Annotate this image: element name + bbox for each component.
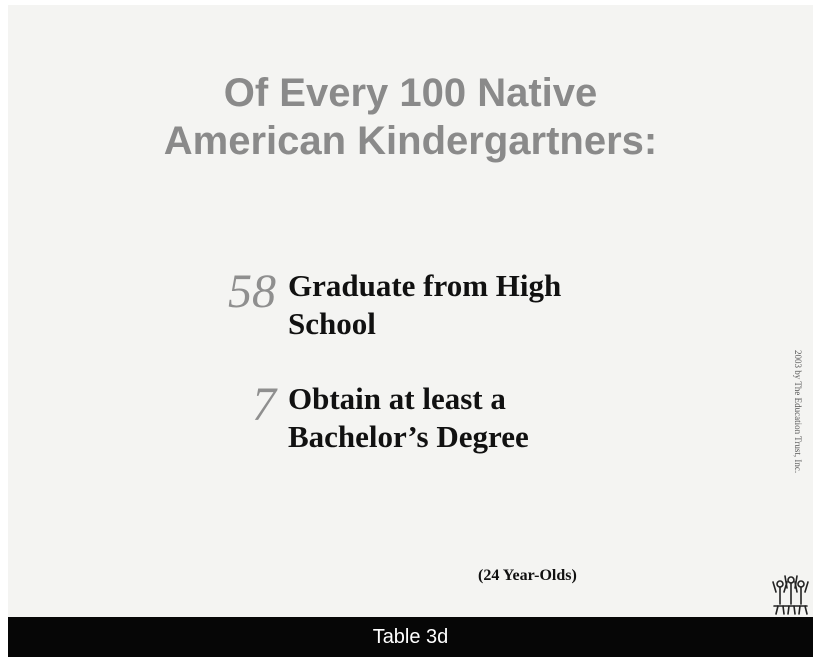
- footer-label: Table 3d: [372, 626, 449, 648]
- stat-label: Obtain at least a Bachelor’s Degree: [288, 380, 668, 456]
- slide-title: Of Every 100 Native American Kindergartn…: [8, 69, 813, 165]
- stat-number: 58: [228, 265, 276, 318]
- slide-title-line-2: American Kindergartners:: [163, 119, 658, 163]
- stat-label-line-2: Bachelor’s Degree: [288, 419, 529, 454]
- age-note: (24 Year-Olds): [478, 567, 577, 584]
- stat-label: Graduate from High School: [288, 267, 668, 343]
- slide: Of Every 100 Native American Kindergartn…: [8, 5, 813, 617]
- stat-label-line-1: Obtain at least a: [288, 381, 506, 416]
- slide-title-line-1: Of Every 100 Native: [223, 71, 598, 115]
- footer-bar: Table 3d: [8, 617, 813, 657]
- stat-label-line-1: Graduate from High: [288, 268, 562, 303]
- education-trust-logo-icon: [772, 575, 809, 615]
- copyright-text: 2003 by The Education Trust, Inc.: [793, 350, 803, 474]
- stat-number: 7: [252, 378, 276, 431]
- stat-label-line-2: School: [288, 306, 376, 341]
